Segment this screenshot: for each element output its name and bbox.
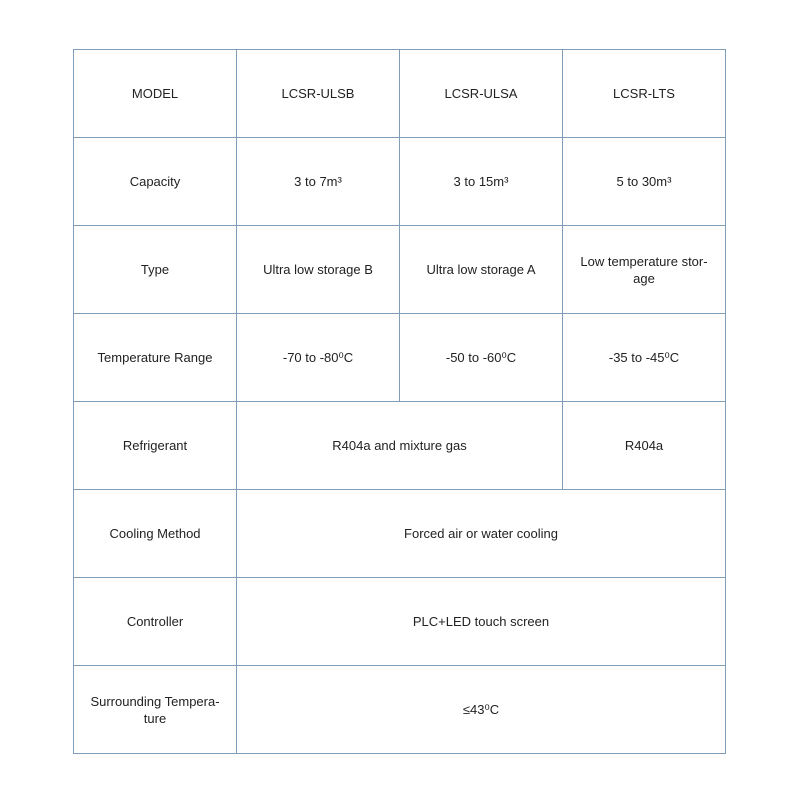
table-row-model: MODEL LCSR-ULSB LCSR-ULSA LCSR-LTS xyxy=(73,49,726,138)
table-row-capacity: Capacity 3 to 7m³ 3 to 15m³ 5 to 30m³ xyxy=(73,137,726,226)
table-cell: Low temperature stor-age xyxy=(562,225,726,314)
table-row-surrounding-temperature: Surrounding Tempera-ture ≤43⁰C xyxy=(73,665,726,754)
row-label: Controller xyxy=(73,577,237,666)
table-row-refrigerant: Refrigerant R404a and mixture gas R404a xyxy=(73,401,726,490)
table-cell: LCSR-ULSB xyxy=(236,49,400,138)
table-cell: -50 to -60⁰C xyxy=(399,313,563,402)
row-label: MODEL xyxy=(73,49,237,138)
row-label: Type xyxy=(73,225,237,314)
table-row-cooling-method: Cooling Method Forced air or water cooli… xyxy=(73,489,726,578)
table-cell: -70 to -80⁰C xyxy=(236,313,400,402)
table-cell: PLC+LED touch screen xyxy=(236,577,726,666)
table-cell: R404a xyxy=(562,401,726,490)
table-cell: LCSR-ULSA xyxy=(399,49,563,138)
table-cell: Ultra low storage A xyxy=(399,225,563,314)
table-cell: LCSR-LTS xyxy=(562,49,726,138)
table-cell: 5 to 30m³ xyxy=(562,137,726,226)
table-cell: -35 to -45⁰C xyxy=(562,313,726,402)
table-cell: ≤43⁰C xyxy=(236,665,726,754)
row-label: Cooling Method xyxy=(73,489,237,578)
table-cell: R404a and mixture gas xyxy=(236,401,563,490)
table-cell: 3 to 15m³ xyxy=(399,137,563,226)
row-label: Temperature Range xyxy=(73,313,237,402)
table-cell: Forced air or water cooling xyxy=(236,489,726,578)
table-cell: 3 to 7m³ xyxy=(236,137,400,226)
table-row-controller: Controller PLC+LED touch screen xyxy=(73,577,726,666)
table-cell: Ultra low storage B xyxy=(236,225,400,314)
row-label: Surrounding Tempera-ture xyxy=(73,665,237,754)
spec-table: MODEL LCSR-ULSB LCSR-ULSA LCSR-LTS Capac… xyxy=(73,49,726,754)
row-label: Capacity xyxy=(73,137,237,226)
table-row-type: Type Ultra low storage B Ultra low stora… xyxy=(73,225,726,314)
row-label: Refrigerant xyxy=(73,401,237,490)
table-row-temperature-range: Temperature Range -70 to -80⁰C -50 to -6… xyxy=(73,313,726,402)
